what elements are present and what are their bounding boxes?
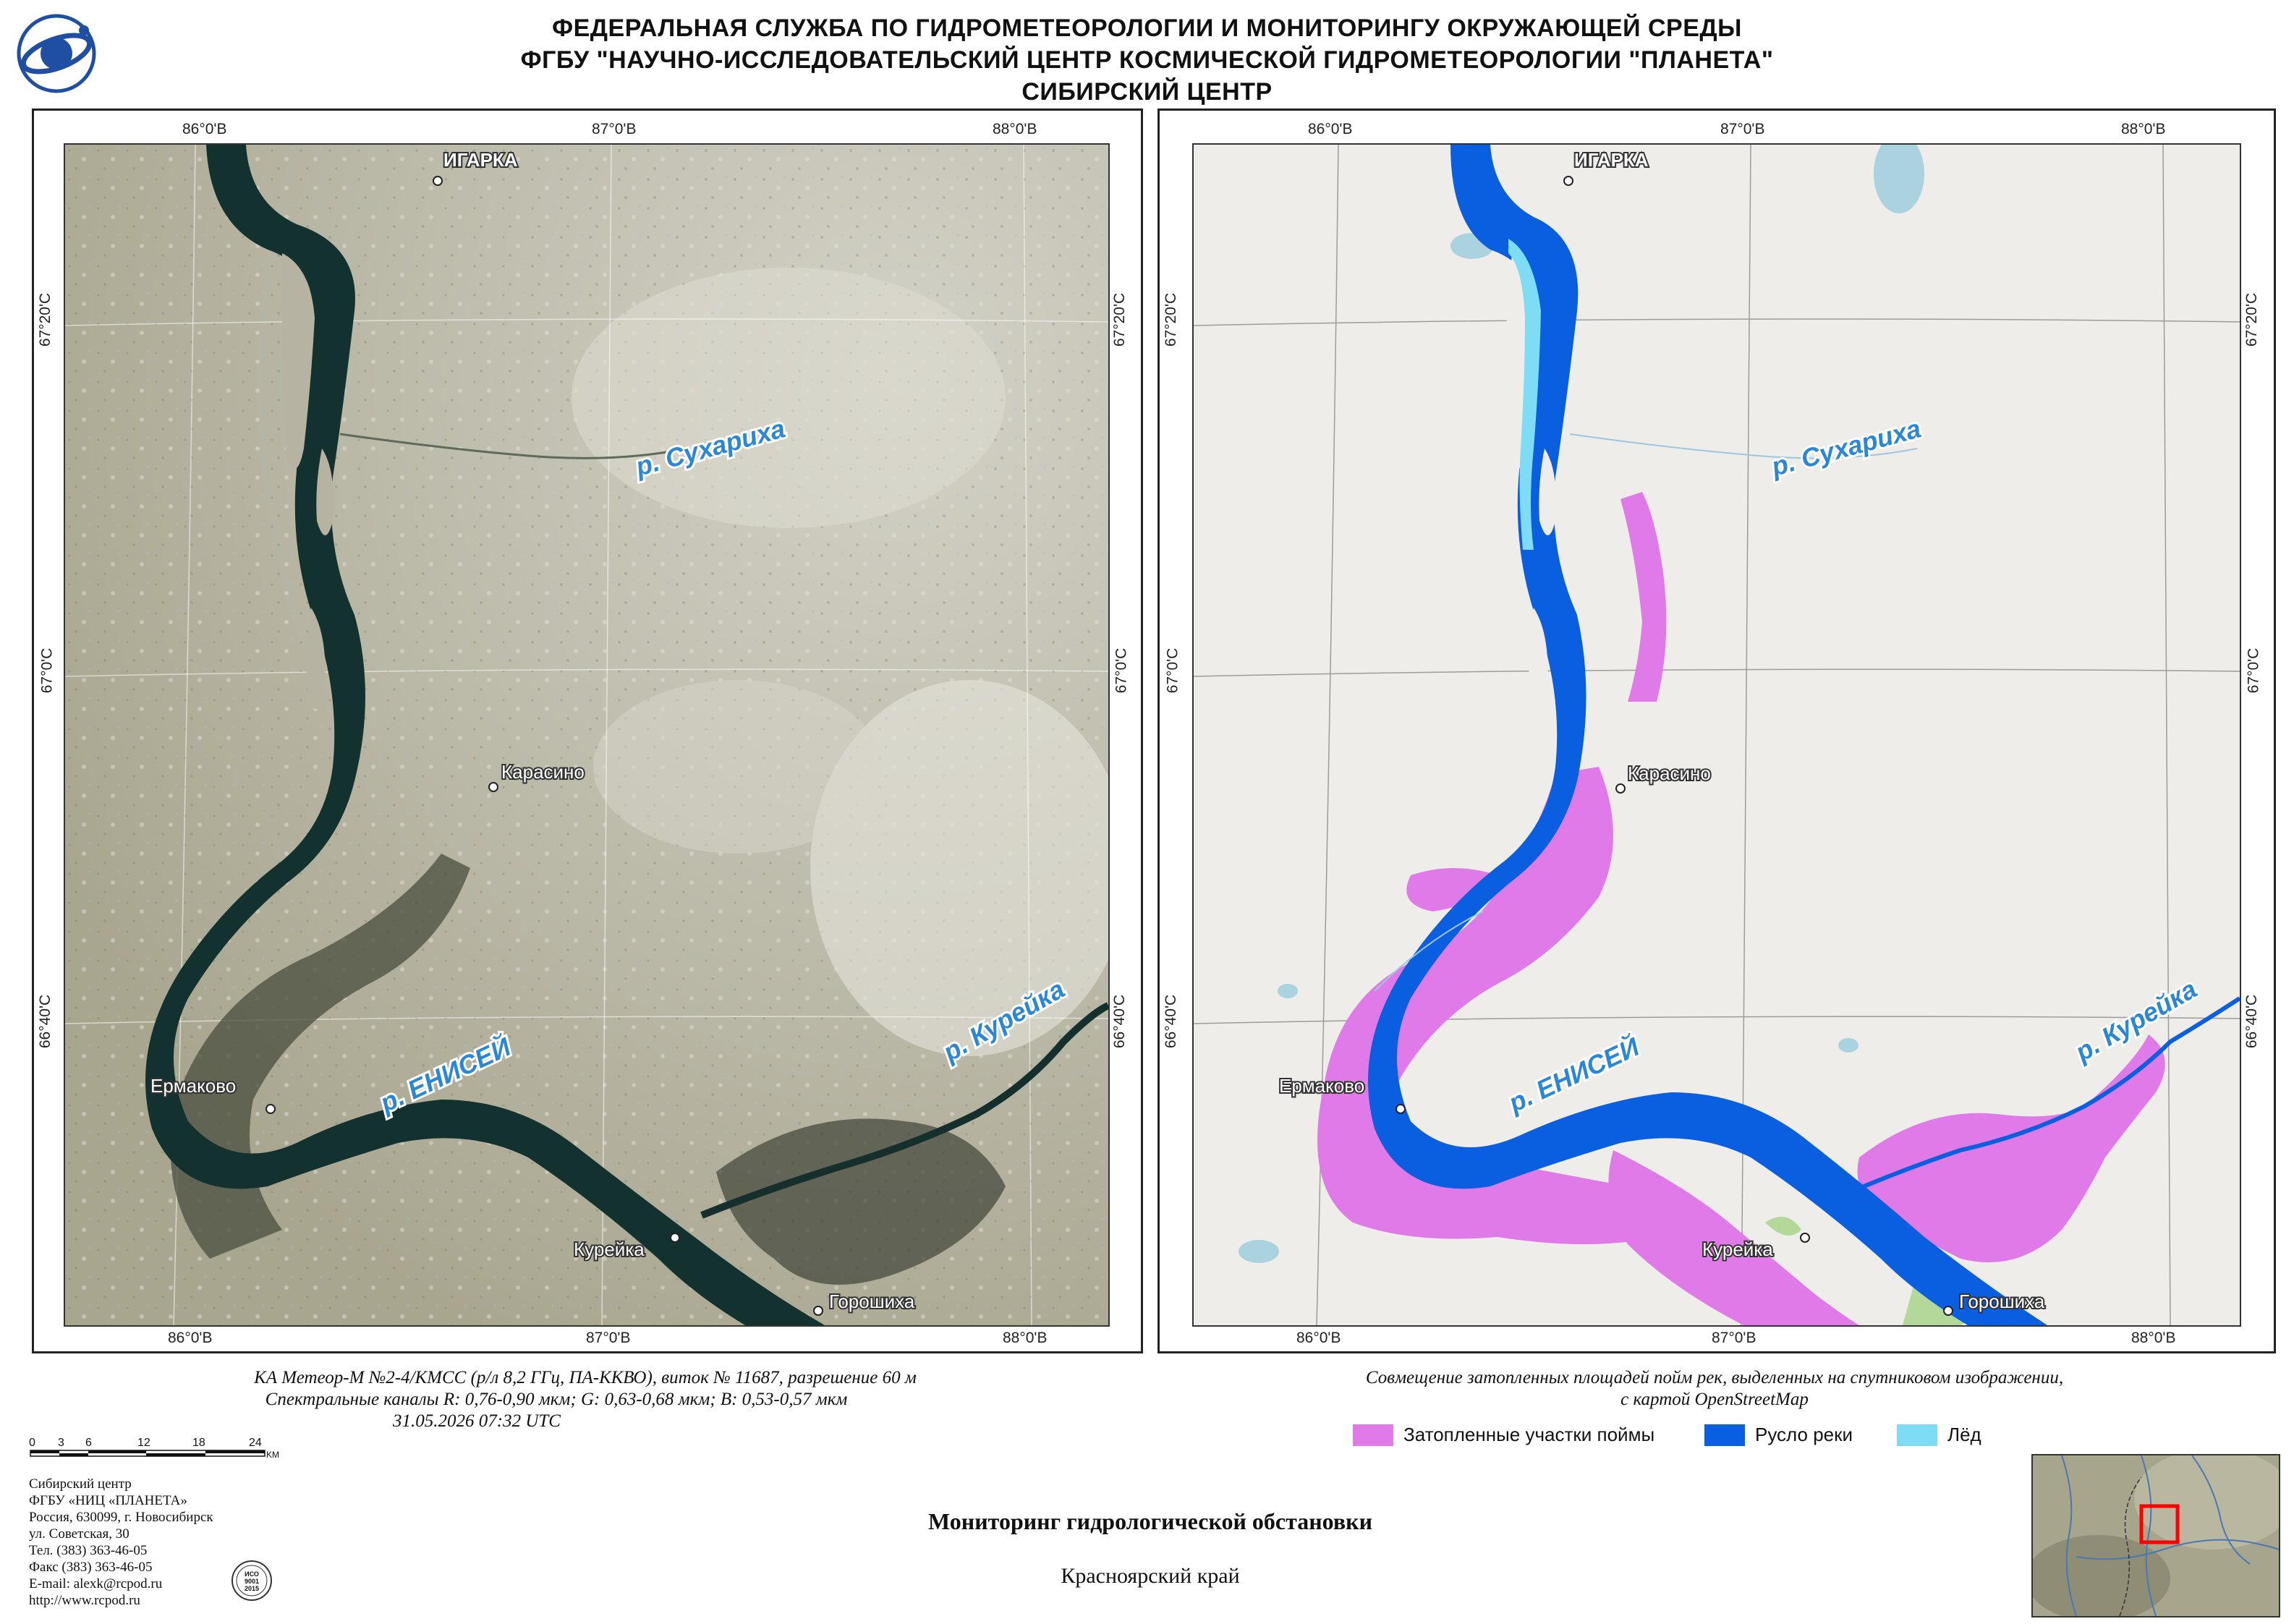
legend-ice-label: Лёд [1947,1424,1981,1445]
org-line-8[interactable]: http://www.rcpod.ru [29,1593,140,1608]
iso-line-1: ИСО [245,1570,259,1578]
right-lon-bot-2: 87°0'В [1712,1330,1756,1346]
iso-certification-badge: ИСО 9001 2015 [230,1559,273,1602]
org-line-1: Сибирский центр [29,1476,132,1492]
left-lon-top-1: 86°0'В [182,121,227,137]
left-lat-l-2: 67°0'С [38,647,56,694]
header-line-2: ФГБУ "НАУЧНО-ИССЛЕДОВАТЕЛЬСКИЙ ЦЕНТР КОС… [520,46,1774,74]
overview-inset-map[interactable] [2031,1454,2280,1617]
satellite-image-map[interactable] [64,143,1110,1327]
legend-river-label: Русло реки [1755,1424,1853,1445]
scale-tick-6: 6 [85,1437,92,1449]
right-caption-line-1: Совмещение затопленных площадей пойм рек… [1365,1368,2064,1387]
header-line-1: ФЕДЕРАЛЬНАЯ СЛУЖБА ПО ГИДРОМЕТЕОРОЛОГИИ … [552,14,1742,42]
left-lon-top-2: 87°0'В [592,121,637,137]
right-lon-bot-3: 88°0'В [2131,1330,2176,1346]
right-lon-top-3: 88°0'В [2121,121,2166,137]
legend-ice-swatch [1897,1424,1937,1446]
legend-flood: Затопленные участки поймы [1353,1424,1654,1446]
scale-tick-12: 12 [137,1437,150,1449]
header-line-3: СИБИРСКИЙ ЦЕНТР [1021,78,1273,106]
left-lat-l-1: 67°20'С [37,292,54,347]
iso-line-2: 9001 [245,1578,259,1585]
inset-area-marker [2139,1504,2180,1544]
left-lon-bot-3: 88°0'В [1003,1330,1048,1346]
org-line-4: ул. Советская, 30 [29,1526,129,1542]
right-caption-line-2: с картой OpenStreetMap [1620,1390,1809,1409]
left-lon-bot-2: 87°0'В [586,1330,631,1346]
left-lat-r-1: 67°20'С [1111,292,1129,347]
footer-title: Мониторинг гидрологической обстановки [927,1508,1372,1534]
right-lat-r-2: 67°0'С [2245,647,2262,694]
right-lat-l-2: 67°0'С [1164,647,1181,694]
org-line-6: Факс (383) 363-46-05 [29,1560,153,1575]
scale-bar: 0 3 6 12 18 24 KM [29,1436,289,1465]
left-lat-l-3: 66°40'С [37,994,54,1049]
iso-line-3: 2015 [245,1585,259,1592]
legend-flood-label: Затопленные участки поймы [1403,1424,1655,1445]
footer-region: Красноярский край [1061,1564,1240,1588]
right-lat-r-3: 66°40'С [2243,994,2261,1049]
flood-overlay-map[interactable] [1192,143,2241,1327]
planeta-logo [14,12,98,95]
scale-tick-24: 24 [249,1437,262,1449]
scale-tick-3: 3 [58,1437,64,1449]
legend-ice: Лёд [1897,1424,1981,1446]
org-info: Сибирский центр ФГБУ «НИЦ «ПЛАНЕТА» Росс… [29,1476,260,1609]
right-lon-bot-1: 86°0'В [1296,1330,1341,1346]
left-lat-r-2: 67°0'С [1113,647,1130,694]
left-lon-top-3: 88°0'В [993,121,1037,137]
left-lat-r-3: 66°40'С [1111,994,1129,1049]
org-line-5: Тел. (383) 363-46-05 [29,1543,148,1558]
right-caption: Совмещение затопленных площадей пойм рек… [1157,1367,2272,1411]
right-lat-l-1: 67°20'С [1163,292,1180,347]
org-line-3: Россия, 630099, г. Новосибирск [29,1510,213,1525]
scale-unit: KM [266,1450,279,1460]
right-lon-top-1: 86°0'В [1308,121,1353,137]
org-line-7[interactable]: E-mail: alexk@rcpod.ru [29,1576,163,1591]
legend-river: Русло реки [1704,1424,1853,1446]
legend-river-swatch [1704,1424,1745,1446]
scale-tick-18: 18 [192,1437,205,1449]
left-caption-line-2: Спектральные каналы R: 0,76-0,90 мкм; G:… [265,1390,848,1409]
legend-flood-swatch [1353,1424,1393,1446]
right-lat-r-1: 67°20'С [2243,292,2261,347]
left-caption-line-1: КА Метеор-М №2-4/КМСС (р/л 8,2 ГГц, ПА-К… [254,1368,917,1387]
right-lon-top-2: 87°0'В [1720,121,1765,137]
org-line-2: ФГБУ «НИЦ «ПЛАНЕТА» [29,1493,187,1508]
left-caption-line-3: 31.05.2026 07:32 UTC [393,1411,561,1431]
left-caption: КА Метеор-М №2-4/КМСС (р/л 8,2 ГГц, ПА-К… [32,1367,1139,1432]
scale-tick-0: 0 [29,1437,35,1449]
left-lon-bot-1: 86°0'В [168,1330,213,1346]
right-lat-l-3: 66°40'С [1163,994,1180,1049]
